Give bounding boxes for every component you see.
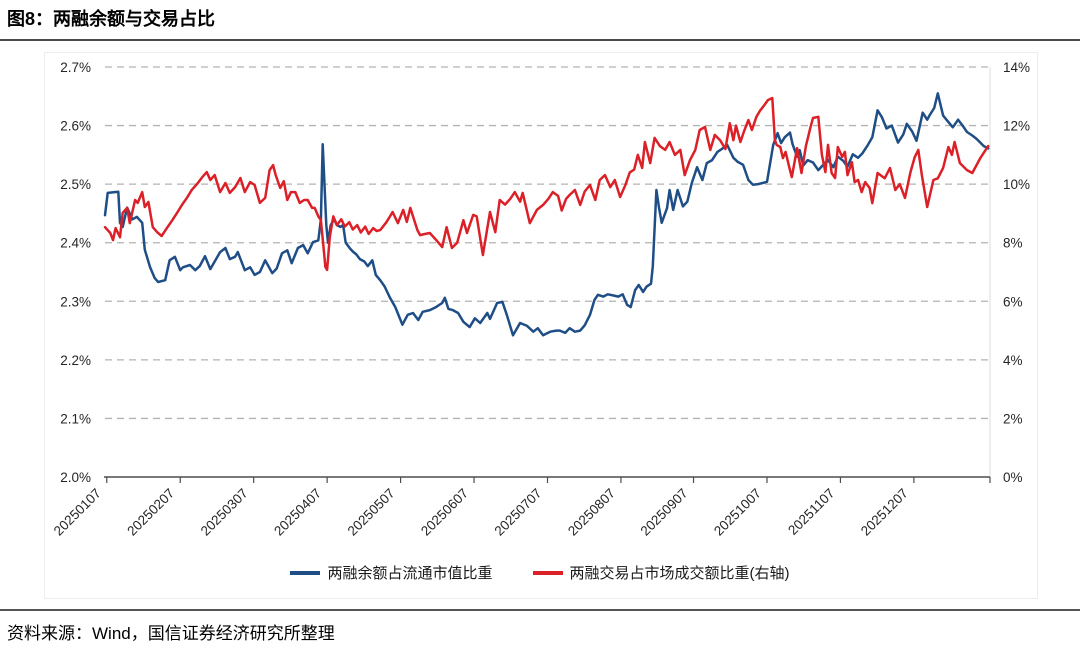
source-divider bbox=[0, 609, 1080, 611]
series-line-trading bbox=[103, 96, 990, 272]
chart-legend: 两融余额占流通市值比重 两融交易占市场成交额比重(右轴) bbox=[0, 562, 1080, 583]
legend-item-trading: 两融交易占市场成交额比重(右轴) bbox=[532, 562, 790, 583]
left-axis-tick-label: 2.5% bbox=[60, 177, 91, 192]
right-axis-tick-label: 4% bbox=[1003, 353, 1023, 368]
right-axis-tick-label: 8% bbox=[1003, 236, 1023, 251]
x-axis-tick-label: 20250107 bbox=[51, 486, 104, 539]
x-axis-tick-label: 20251007 bbox=[711, 486, 764, 539]
left-axis-tick-label: 2.3% bbox=[60, 294, 91, 309]
chart-frame bbox=[44, 52, 1038, 599]
x-axis-tick-label: 20250307 bbox=[198, 486, 251, 539]
left-axis-tick-label: 2.2% bbox=[60, 353, 91, 368]
legend-label-trading: 两融交易占市场成交额比重(右轴) bbox=[569, 565, 790, 582]
left-axis-tick-label: 2.0% bbox=[60, 470, 91, 485]
right-axis-tick-label: 12% bbox=[1003, 119, 1030, 134]
title-divider bbox=[0, 39, 1080, 41]
x-axis-tick-label: 20250507 bbox=[345, 486, 398, 539]
right-axis-tick-label: 2% bbox=[1003, 411, 1023, 426]
legend-item-balance: 两融余额占流通市值比重 bbox=[290, 562, 493, 583]
series-line-balance bbox=[103, 92, 990, 337]
right-axis-tick-label: 14% bbox=[1003, 60, 1030, 75]
x-axis-tick-label: 20250207 bbox=[124, 486, 177, 539]
legend-line-balance-icon bbox=[290, 570, 321, 575]
x-axis-tick-label: 20250707 bbox=[492, 486, 545, 539]
right-axis-tick-label: 0% bbox=[1003, 470, 1023, 485]
left-axis-tick-label: 2.4% bbox=[60, 236, 91, 251]
x-axis-tick-label: 20251107 bbox=[785, 486, 837, 538]
x-axis-tick-label: 20250607 bbox=[418, 486, 471, 539]
right-axis-tick-label: 6% bbox=[1003, 294, 1023, 309]
left-axis-tick-label: 2.6% bbox=[60, 119, 91, 134]
x-axis-tick-label: 20251207 bbox=[858, 486, 911, 539]
left-axis-tick-label: 2.7% bbox=[60, 60, 91, 75]
legend-label-balance: 两融余额占流通市值比重 bbox=[327, 565, 493, 582]
x-axis-tick-label: 20250807 bbox=[565, 486, 618, 539]
x-axis-tick-label: 20250907 bbox=[638, 486, 691, 539]
left-axis-tick-label: 2.1% bbox=[60, 411, 91, 426]
right-axis-tick-label: 10% bbox=[1003, 177, 1030, 192]
figure-title: 图8：两融余额与交易占比 bbox=[7, 9, 216, 29]
margin-balance-trading-chart: 2.7% 14% 2.6% 12% 2.5% 10% 2.4% 8% 2.3% 6% 2.2% 4% 2… bbox=[51, 60, 1030, 539]
x-axis-tick-label: 20250407 bbox=[271, 486, 324, 539]
legend-line-trading-icon bbox=[532, 570, 563, 575]
source-text: 资料来源：Wind，国信证券经济研究所整理 bbox=[7, 624, 335, 643]
